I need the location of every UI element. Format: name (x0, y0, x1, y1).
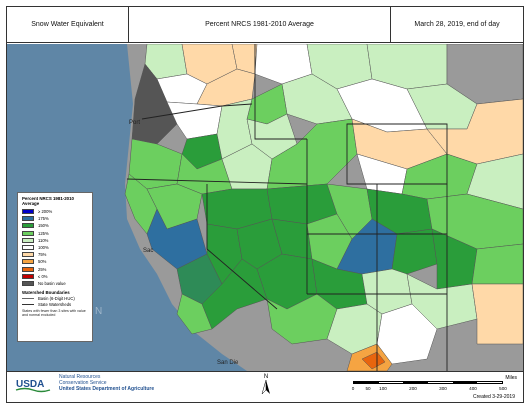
legend-item: 125% (22, 230, 88, 237)
label-portland: Port (129, 120, 140, 126)
scale-tick-label: 300 (439, 386, 447, 391)
state-line-wa-id (254, 44, 307, 140)
label-ocean: N (95, 306, 102, 317)
north-arrow: N (259, 374, 273, 398)
legend-swatch (22, 223, 34, 229)
legend-items: ≥ 200% 175% 150% 125% 110% 100% 75% 50% 25% ≤ 0% N… (22, 208, 88, 287)
agency-line-1: Natural Resources (59, 374, 101, 380)
legend-item-label: ≤ 0% (38, 273, 48, 279)
basin-nv-south (201, 258, 268, 330)
legend-item: 110% (22, 237, 88, 244)
basin-co-east (471, 243, 523, 285)
legend-item: ≥ 200% (22, 208, 88, 215)
legend-item-label: 175% (38, 216, 49, 222)
legend-item: 75% (22, 251, 88, 258)
legend-boundaries-title: Watershed Boundaries (22, 290, 70, 296)
footer: USDA Natural Resources Conservation Serv… (7, 371, 523, 402)
legend-swatch (22, 209, 34, 215)
legend-item: 25% (22, 266, 88, 273)
scale-tick-label: 50 (365, 386, 371, 391)
legend-swatch (22, 252, 34, 258)
state-line-sample (22, 303, 34, 305)
legend-item: 50% (22, 258, 88, 265)
map-subject: Snow Water Equivalent (7, 7, 129, 42)
scale-tick-label: 100 (379, 386, 387, 391)
map-canvas: Port Sac San Die N (7, 44, 523, 371)
legend-subtitle: Average (22, 201, 40, 206)
legend-item: 175% (22, 215, 88, 222)
label-sacramento: Sac (143, 248, 153, 254)
map-frame: Snow Water Equivalent Percent NRCS 1981-… (6, 6, 524, 403)
legend-item: No basin value (22, 280, 88, 287)
legend-item-label: 125% (38, 230, 49, 236)
map-date: March 28, 2019, end of day (414, 21, 500, 28)
basin-line-sample (22, 297, 34, 299)
map-title: Percent NRCS 1981-2010 Average (129, 7, 391, 42)
legend-item-label: 25% (38, 266, 47, 272)
legend-basin-line: Basin (6-Digit HUC) (22, 295, 88, 301)
legend-note: States with fewer than 3 sites with valu… (22, 309, 86, 318)
basin-nm-pecos (471, 283, 523, 345)
usda-logo-swoosh (15, 387, 51, 393)
legend-basin-label: Basin (6-Digit HUC) (38, 295, 75, 301)
scale-bar-graphic (353, 381, 503, 384)
scale-tick-label: 0 (351, 386, 355, 391)
scale-ticks: 0 50 100 200 300 400 500 (347, 386, 517, 392)
scale-tick-label: 500 (499, 386, 507, 391)
legend-item: 100% (22, 244, 88, 251)
legend-state-label: State Watersheds (38, 301, 72, 307)
legend-swatch (22, 273, 34, 279)
north-arrow-icon (261, 379, 270, 395)
usda-logo: USDA (15, 379, 51, 393)
legend-item: ≤ 0% (22, 273, 88, 280)
legend-title: Percent NRCS 1981-2010 (22, 196, 74, 201)
header-bar: Snow Water Equivalent Percent NRCS 1981-… (7, 7, 523, 43)
agency-line-2: Conservation Service (59, 379, 107, 386)
map-area: Port Sac San Die N (7, 44, 523, 371)
label-san-diego: San Die (217, 360, 239, 366)
legend-swatch (22, 266, 34, 272)
state-line-or-ca (126, 178, 308, 185)
basin-co-gunnison (391, 228, 438, 275)
legend-state-line: State Watersheds (22, 301, 88, 307)
department-name: United States Department of Agriculture (59, 386, 155, 393)
agency-name: Natural Resources Conservation Service U… (59, 374, 155, 393)
legend-item: 150% (22, 222, 88, 229)
legend-item-label: 150% (38, 223, 49, 229)
legend: Percent NRCS 1981-2010 Average ≥ 200% 175… (17, 192, 93, 342)
legend-item-label: ≥ 200% (38, 209, 53, 215)
usda-logo-text: USDA (16, 379, 44, 390)
state-line-ca-nv (206, 184, 278, 310)
legend-item-label: No basin value (38, 280, 66, 286)
scale-unit: Miles (505, 375, 517, 381)
legend-swatch (22, 259, 34, 265)
legend-item-label: 50% (38, 259, 47, 265)
legend-item-label: 100% (38, 245, 49, 251)
scale-bar: Miles 0 50 100 200 300 400 500 (347, 375, 517, 395)
basin-ca-kern (176, 293, 213, 335)
legend-swatch (22, 230, 34, 236)
state-line-wa-or (141, 103, 253, 120)
legend-swatch (22, 216, 34, 222)
legend-swatch (22, 245, 34, 251)
north-letter: N (263, 374, 269, 380)
basin-wy-east (466, 153, 523, 210)
scale-tick-label: 200 (409, 386, 417, 391)
legend-item-label: 75% (38, 252, 47, 258)
created-date: Created 3-29-2019 (473, 394, 515, 400)
legend-swatch (22, 280, 34, 286)
legend-swatch (22, 237, 34, 243)
legend-item-label: 110% (38, 237, 49, 243)
basin-az-santa-cruz (361, 351, 386, 370)
scale-tick-label: 400 (469, 386, 477, 391)
